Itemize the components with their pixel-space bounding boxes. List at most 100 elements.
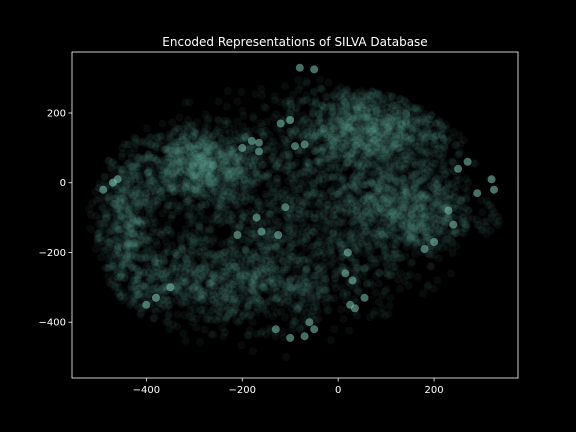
data-point xyxy=(329,125,338,134)
data-point xyxy=(394,139,403,148)
data-point xyxy=(185,143,194,151)
data-point xyxy=(196,179,205,188)
data-point xyxy=(207,141,216,150)
data-point xyxy=(134,153,143,162)
data-point xyxy=(353,106,362,115)
data-point xyxy=(381,146,389,155)
data-point xyxy=(97,220,105,228)
data-point xyxy=(166,184,175,193)
data-point xyxy=(215,160,224,169)
data-point xyxy=(376,108,385,117)
data-point xyxy=(272,177,281,186)
data-point xyxy=(247,181,256,190)
data-point xyxy=(201,150,210,159)
data-point xyxy=(380,128,389,137)
data-point xyxy=(338,144,347,153)
data-point xyxy=(384,185,393,194)
data-point xyxy=(194,179,203,188)
data-point xyxy=(334,130,343,139)
data-point xyxy=(228,196,237,205)
data-point xyxy=(437,133,446,142)
data-point xyxy=(189,160,197,169)
data-point xyxy=(385,153,394,162)
data-point xyxy=(439,124,448,133)
data-point xyxy=(164,145,173,154)
data-point xyxy=(335,117,344,126)
data-point xyxy=(356,87,365,96)
data-point xyxy=(375,154,384,163)
data-point xyxy=(357,126,366,134)
data-point xyxy=(170,162,178,171)
data-point xyxy=(121,293,130,302)
data-point xyxy=(174,147,183,156)
data-point xyxy=(362,113,371,122)
data-point xyxy=(191,181,200,190)
data-point xyxy=(390,137,399,145)
data-point xyxy=(336,114,345,123)
data-point xyxy=(313,119,322,128)
data-point xyxy=(219,160,228,169)
data-point xyxy=(340,149,349,158)
data-point xyxy=(192,323,201,332)
data-point xyxy=(374,90,383,98)
data-point xyxy=(135,190,144,198)
data-point xyxy=(389,114,398,123)
data-point xyxy=(331,135,340,144)
data-point xyxy=(385,301,394,310)
data-point xyxy=(249,162,257,171)
data-point xyxy=(452,242,461,251)
data-point xyxy=(130,292,139,301)
data-point xyxy=(236,166,245,174)
data-point xyxy=(424,194,433,203)
data-point xyxy=(158,155,166,164)
data-point xyxy=(220,190,229,199)
data-point xyxy=(210,187,219,195)
data-point xyxy=(191,190,200,199)
data-point xyxy=(161,178,170,187)
data-point xyxy=(353,102,362,111)
data-point xyxy=(239,150,248,159)
data-point xyxy=(319,129,328,138)
data-point xyxy=(327,100,336,109)
data-point xyxy=(341,92,349,101)
data-point xyxy=(327,165,336,174)
data-point xyxy=(349,92,358,101)
data-point xyxy=(350,122,359,131)
data-point xyxy=(330,93,339,101)
data-point xyxy=(395,130,404,139)
data-point xyxy=(396,107,404,116)
data-point xyxy=(176,166,185,175)
data-point xyxy=(303,190,312,199)
data-point xyxy=(376,127,385,136)
data-point xyxy=(361,138,370,147)
data-point xyxy=(182,167,191,176)
data-point xyxy=(212,154,221,163)
data-point xyxy=(173,154,182,163)
data-point xyxy=(330,151,339,160)
data-point xyxy=(175,132,184,141)
data-point xyxy=(181,120,190,129)
data-point xyxy=(325,136,334,145)
data-point xyxy=(197,185,206,194)
data-point xyxy=(251,125,260,134)
data-point xyxy=(346,102,355,111)
data-point xyxy=(185,148,193,156)
data-point xyxy=(356,109,365,118)
data-point xyxy=(317,117,326,126)
data-point xyxy=(120,139,129,148)
data-point xyxy=(365,121,374,130)
data-point xyxy=(189,163,198,172)
data-point xyxy=(172,139,181,148)
data-point xyxy=(199,149,208,158)
data-point xyxy=(198,141,206,150)
data-point xyxy=(108,157,117,166)
data-point xyxy=(226,164,235,173)
data-point xyxy=(310,147,319,156)
data-point xyxy=(391,115,399,124)
data-point xyxy=(170,188,179,197)
data-point xyxy=(299,131,307,140)
data-point xyxy=(329,137,338,146)
data-point xyxy=(336,107,345,116)
data-point xyxy=(377,129,386,138)
data-point xyxy=(195,172,204,181)
